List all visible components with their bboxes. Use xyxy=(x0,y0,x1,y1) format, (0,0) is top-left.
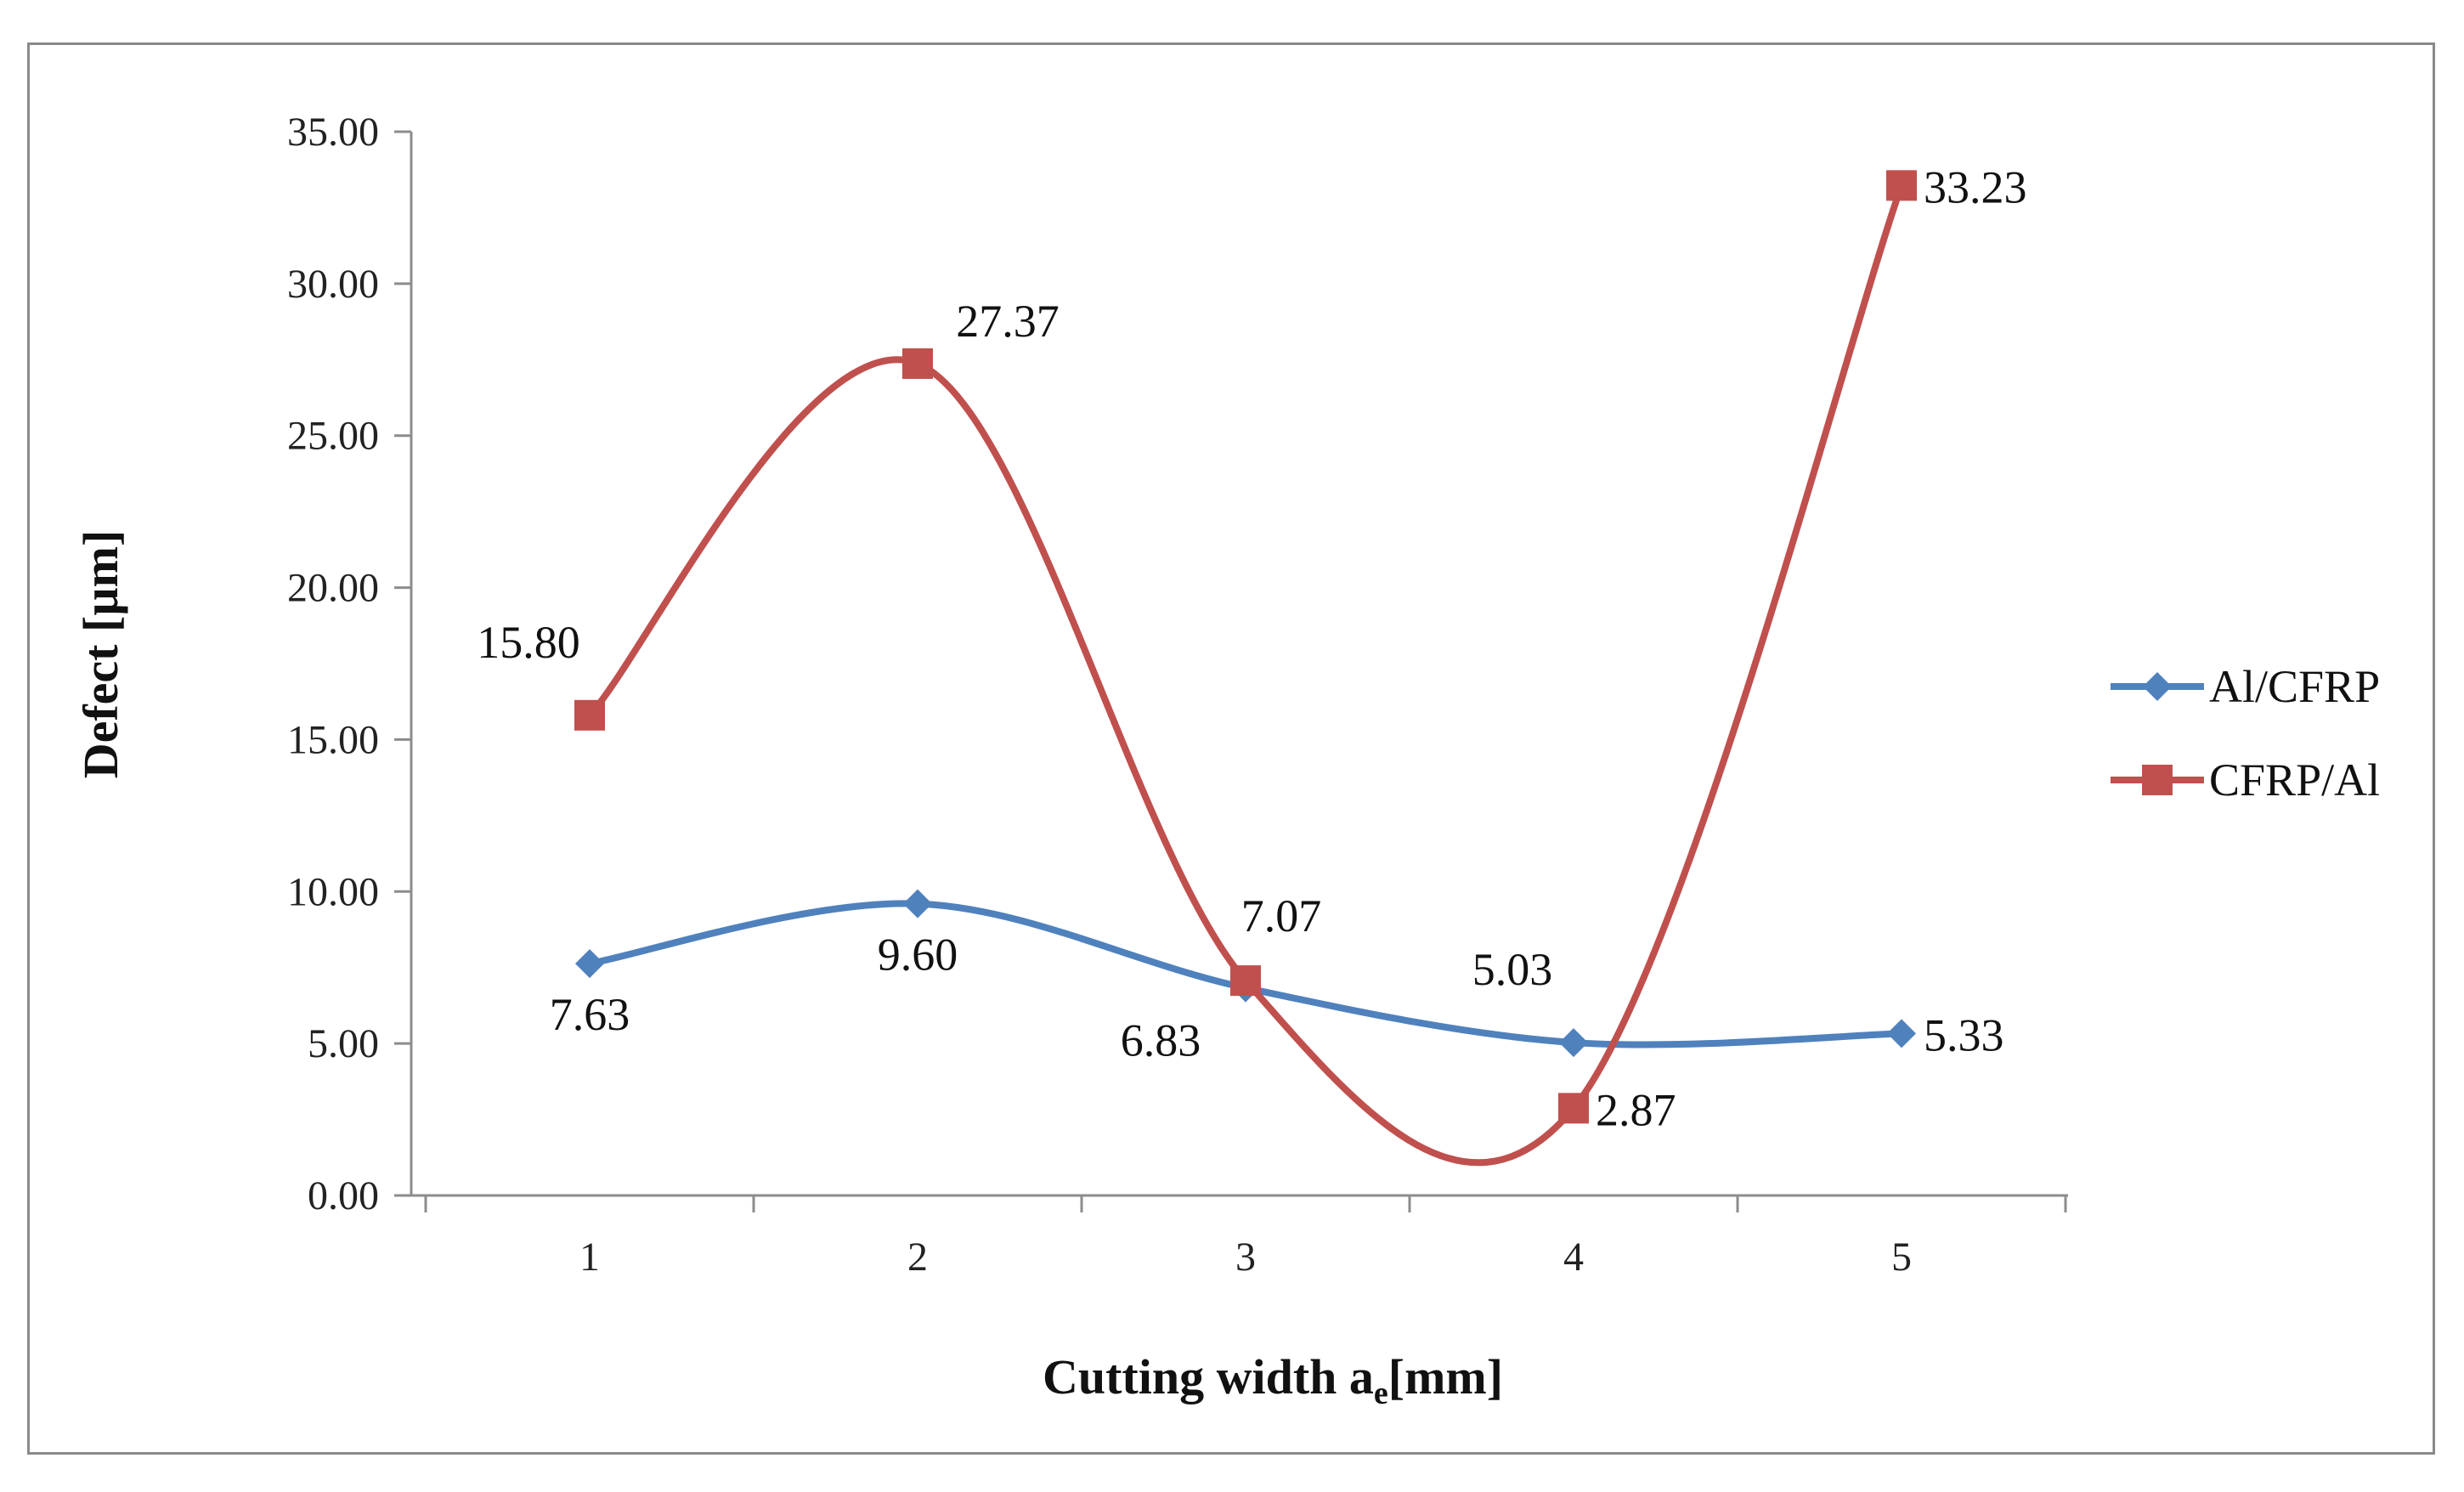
y-tick-label: 20.00 xyxy=(287,566,379,611)
y-tick-label: 35.00 xyxy=(287,110,379,155)
y-axis-title: Defect [µm] xyxy=(73,530,128,779)
y-tick-label: 5.00 xyxy=(308,1021,379,1066)
y-tick-label: 25.00 xyxy=(287,414,379,459)
data-point-marker xyxy=(902,348,933,379)
legend-label: Al/CFRP xyxy=(2209,661,2380,712)
data-point-marker xyxy=(1887,1019,1916,1048)
data-label: 9.60 xyxy=(878,930,958,981)
y-tick-label: 0.00 xyxy=(308,1173,379,1218)
x-axis-title-unit: [mm] xyxy=(1388,1349,1503,1404)
data-point-marker xyxy=(574,700,605,731)
data-label: 7.07 xyxy=(1241,890,1322,941)
data-point-marker xyxy=(2143,672,2172,701)
data-label: 33.23 xyxy=(1924,161,2027,212)
x-tick-label: 1 xyxy=(579,1235,600,1280)
series-layer xyxy=(574,170,1917,1162)
data-label: 27.37 xyxy=(956,296,1060,347)
series-cfrp-al xyxy=(574,170,1917,1162)
legend-item: CFRP/Al xyxy=(2111,754,2380,805)
data-point-marker xyxy=(1886,170,1917,201)
data-point-marker xyxy=(903,890,932,918)
data-label: 15.80 xyxy=(477,617,580,668)
data-label: 2.87 xyxy=(1596,1084,1676,1135)
data-label: 7.63 xyxy=(550,989,630,1040)
line-chart: 0.00 5.00 10.00 15.00 20.00 25.00 30.00 35.00 1 2… xyxy=(0,0,2464,1492)
series-line xyxy=(590,185,1902,1162)
axes: 0.00 5.00 10.00 15.00 20.00 25.00 30.00 35.00 1 2… xyxy=(287,110,2068,1280)
legend: Al/CFRP CFRP/Al xyxy=(2111,661,2380,805)
y-tick-label: 10.00 xyxy=(287,869,379,914)
data-point-marker xyxy=(1230,965,1261,996)
data-label: 5.03 xyxy=(1472,944,1553,995)
legend-item: Al/CFRP xyxy=(2111,661,2380,712)
data-label: 6.83 xyxy=(1121,1015,1201,1066)
x-tick-label: 5 xyxy=(1891,1235,1912,1280)
data-label: 5.33 xyxy=(1924,1009,2004,1060)
x-tick-label: 4 xyxy=(1563,1235,1584,1280)
y-tick-label: 30.00 xyxy=(287,262,379,307)
legend-label: CFRP/Al xyxy=(2209,754,2380,805)
x-axis-title: Cutting width ae[mm] xyxy=(1043,1349,1503,1411)
y-tick-label: 15.00 xyxy=(287,717,379,762)
data-point-marker xyxy=(1558,1093,1589,1123)
x-tick-label: 2 xyxy=(907,1235,928,1280)
data-point-marker xyxy=(2142,765,2173,795)
data-point-marker xyxy=(575,949,604,978)
x-axis-title-subscript: e xyxy=(1374,1376,1388,1411)
x-tick-label: 3 xyxy=(1235,1235,1256,1280)
x-axis-title-main: Cutting width a xyxy=(1043,1349,1374,1404)
data-point-marker xyxy=(1559,1028,1588,1057)
